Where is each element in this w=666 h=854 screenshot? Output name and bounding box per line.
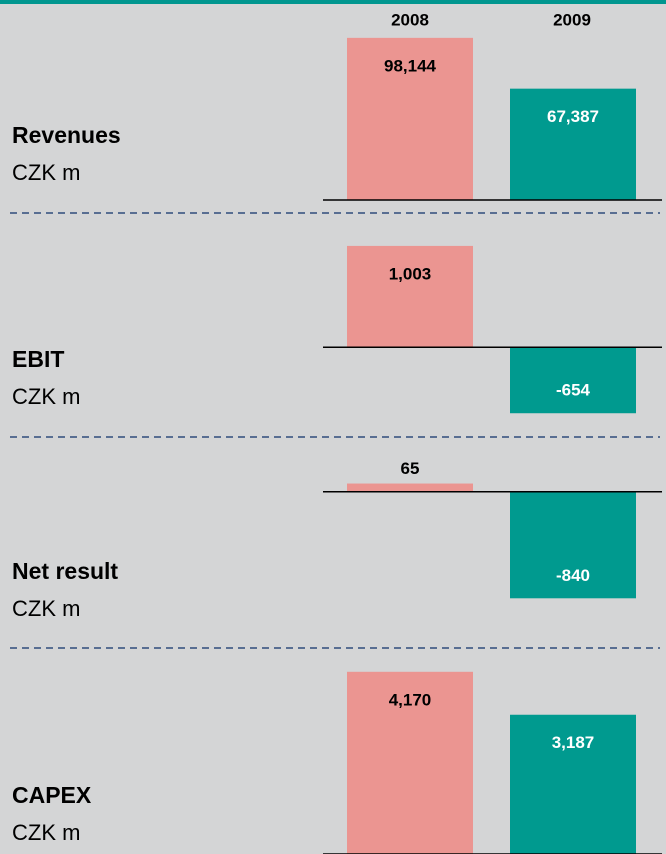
row-unit: CZK m: [12, 820, 80, 845]
row-title: Revenues: [12, 122, 121, 148]
bar: [510, 714, 636, 854]
value-label: 65: [401, 459, 420, 478]
row-title: CAPEX: [12, 782, 92, 808]
top-bar: [0, 0, 666, 4]
bar: [347, 37, 473, 200]
column-header: 2008: [391, 10, 429, 29]
value-label: -654: [556, 381, 591, 400]
row-unit: CZK m: [12, 160, 80, 185]
value-label: 4,170: [389, 690, 432, 709]
value-label: 98,144: [384, 56, 437, 75]
bar: [347, 245, 473, 348]
value-label: -840: [556, 566, 590, 585]
row-title: Net result: [12, 558, 118, 584]
bar: [510, 491, 636, 599]
column-header: 2009: [553, 10, 591, 29]
bar: [347, 483, 473, 492]
value-label: 1,003: [389, 264, 432, 283]
row-unit: CZK m: [12, 384, 80, 409]
value-label: 3,187: [552, 733, 595, 752]
value-label: 67,387: [547, 107, 599, 126]
row-title: EBIT: [12, 346, 64, 372]
row-unit: CZK m: [12, 596, 80, 621]
bar: [510, 88, 636, 200]
bar: [510, 347, 636, 414]
bar: [347, 671, 473, 854]
